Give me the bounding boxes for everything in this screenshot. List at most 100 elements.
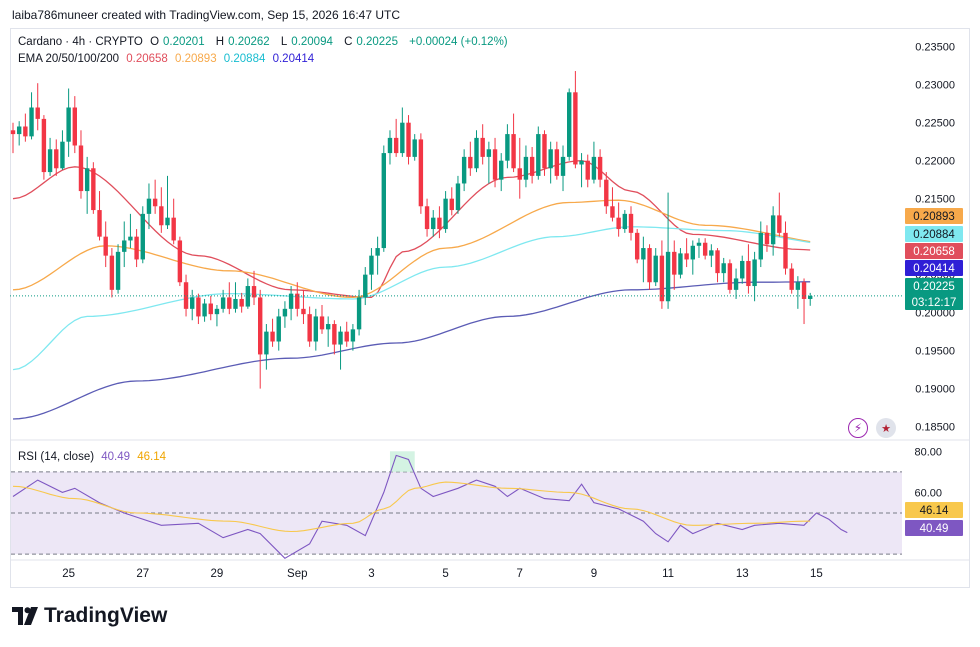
ohlc-change: +0.00024 (+0.12%) [409,36,508,48]
ema-title: EMA 20/50/100/200 [18,53,120,65]
candle-body [35,107,40,119]
price-label-value: 0.20893 [913,211,955,223]
price-axis-tick: 0.20000 [915,308,955,320]
price-label-badge [905,226,963,242]
candle-body [16,126,22,135]
candle-body [313,316,319,342]
candle-body [591,156,597,180]
candle-body [41,118,47,173]
candle-body [54,149,59,169]
rsi-ma-line [12,481,811,533]
candle-body [437,217,442,230]
candle-body [789,268,794,290]
time-axis-tick: 9 [591,568,597,580]
price-axis-tick: 0.22500 [915,118,955,130]
price-label-badge [905,260,963,276]
ema-legend: EMA 20/50/100/200 0.20658 0.20893 0.2088… [18,53,318,65]
candle-body [29,107,34,137]
time-axis-tick: 25 [62,568,75,580]
candle-body [641,248,646,260]
rsi-title: RSI (14, close) [18,451,95,463]
candle-body [628,213,634,233]
candle-body [412,139,417,157]
candle-body [740,260,745,279]
rsi-value: 40.49 [101,451,131,463]
candle-body [461,156,467,184]
candle-body [183,282,189,309]
credit-line: laiba786muneer created with TradingView.… [12,8,401,22]
price-label-value: 0.20414 [913,263,955,275]
candle-body [66,107,71,142]
candle-body [715,250,720,274]
candle-body [702,242,708,256]
ema100-line [12,226,811,371]
candle-body [672,251,677,275]
candle-body [264,331,269,355]
chart-frame [10,28,970,588]
candle-body [647,248,652,283]
candle-body [47,149,53,173]
candle-body [653,255,658,283]
candle-body [523,156,529,180]
candle-body [369,255,374,275]
ema200-value: 0.20414 [272,53,315,65]
candle-body [721,263,726,274]
candle-body [356,297,362,330]
price-axis-tick: 0.18500 [915,422,955,434]
candle-body [678,253,683,275]
candle-body [585,160,590,180]
candle-body [387,137,393,154]
candle-body [505,134,510,161]
price-chart[interactable]: 0.235000.230000.225000.220000.215000.210… [0,0,980,600]
ohlc-close: C 0.20225 [344,36,398,48]
candle-body [381,153,386,249]
candle-body [746,260,751,287]
price-label-badge [905,208,963,224]
price-axis-tick: 0.23000 [915,80,955,92]
candle-body [258,297,263,355]
candle-body [10,130,16,135]
candle-body [103,236,108,256]
chart-badges: ⚡︎ ★ [848,418,896,438]
candle-body [696,242,702,246]
candle-body [486,149,492,157]
candle-body [659,255,665,302]
candle-body [783,232,788,269]
candle-body [338,331,343,345]
price-label-badge [905,278,963,310]
time-axis-tick: 5 [442,568,448,580]
time-axis-tick: Sep [287,568,307,580]
rsi-axis-tick: 60.00 [914,487,942,499]
candle-body [604,179,609,207]
candle-body [616,217,621,230]
candle-body [455,183,461,211]
symbol-title: Cardano · 4h · CRYPTO [18,36,143,48]
us-flag-icon[interactable]: ★ [876,418,896,438]
candle-body [597,156,603,180]
candle-body [140,213,145,260]
tradingview-logo-text: TradingView [44,604,168,627]
candle-body [350,329,356,342]
rsi-label-badge [905,502,963,518]
candle-body [233,298,238,309]
candle-body [152,198,158,207]
candle-body [499,160,504,180]
candle-body [665,251,671,302]
lightning-icon[interactable]: ⚡︎ [848,418,868,438]
rsi-label-value: 46.14 [920,505,949,517]
rsi-label-badge [905,520,963,536]
candle-body [634,232,640,260]
price-axis-tick: 0.19000 [915,384,955,396]
candle-body [146,198,152,214]
candle-body [573,92,578,165]
candle-body [60,141,65,169]
candle-body [795,282,801,290]
ema50-value: 0.20893 [175,53,217,65]
candle-body [393,137,399,154]
candle-body [288,293,294,309]
candle-body [202,303,207,317]
ohlc-low: L 0.20094 [280,36,333,48]
symbol-legend: Cardano · 4h · CRYPTO O 0.20201 H 0.20262 … [18,36,512,48]
candle-body [400,122,405,154]
